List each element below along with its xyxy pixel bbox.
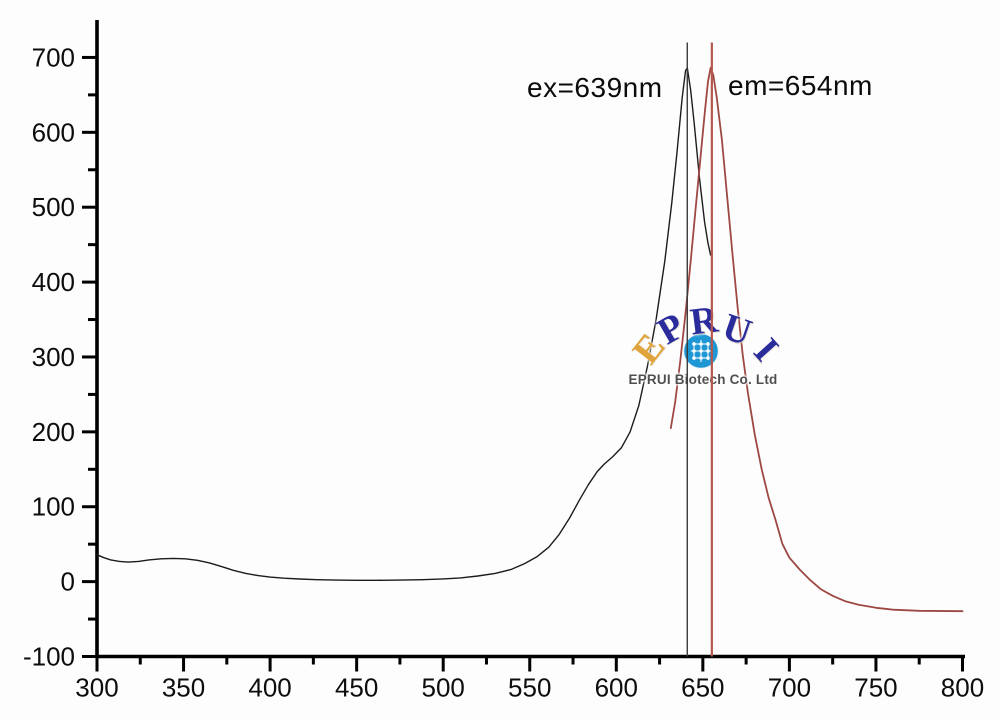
y-tick-label: 0 — [61, 567, 75, 597]
excitation-spectrum — [96, 67, 712, 581]
y-tick-label: 200 — [32, 417, 75, 447]
x-tick-label: 350 — [162, 673, 205, 703]
x-tick-label: 700 — [768, 673, 811, 703]
x-tick-label: 400 — [248, 673, 291, 703]
x-tick-label: 550 — [508, 673, 551, 703]
excitation-peak-label: ex=639nm — [527, 72, 663, 103]
emission-peak-label: em=654nm — [728, 70, 873, 101]
emission-spectrum — [669, 67, 964, 613]
y-tick-label: 700 — [32, 42, 75, 72]
y-tick-label: 300 — [32, 342, 75, 372]
y-tick-label: 100 — [32, 492, 75, 522]
x-tick-label: 450 — [335, 673, 378, 703]
y-tick-label: 600 — [32, 117, 75, 147]
x-tick-label: 800 — [941, 673, 984, 703]
axes — [95, 20, 965, 659]
x-tick-label: 500 — [422, 673, 465, 703]
x-tick-label: 300 — [75, 673, 118, 703]
y-tick-label: -100 — [23, 642, 75, 672]
axis-ticks — [82, 55, 964, 672]
x-tick-label: 650 — [681, 673, 724, 703]
x-tick-label: 600 — [595, 673, 638, 703]
y-tick-label: 400 — [32, 267, 75, 297]
axis-tick-labels: 300 350 400 450 500 550 600 650 700 750 800 -100 0 10… — [23, 42, 984, 702]
y-tick-label: 500 — [32, 192, 75, 222]
x-tick-label: 750 — [854, 673, 897, 703]
